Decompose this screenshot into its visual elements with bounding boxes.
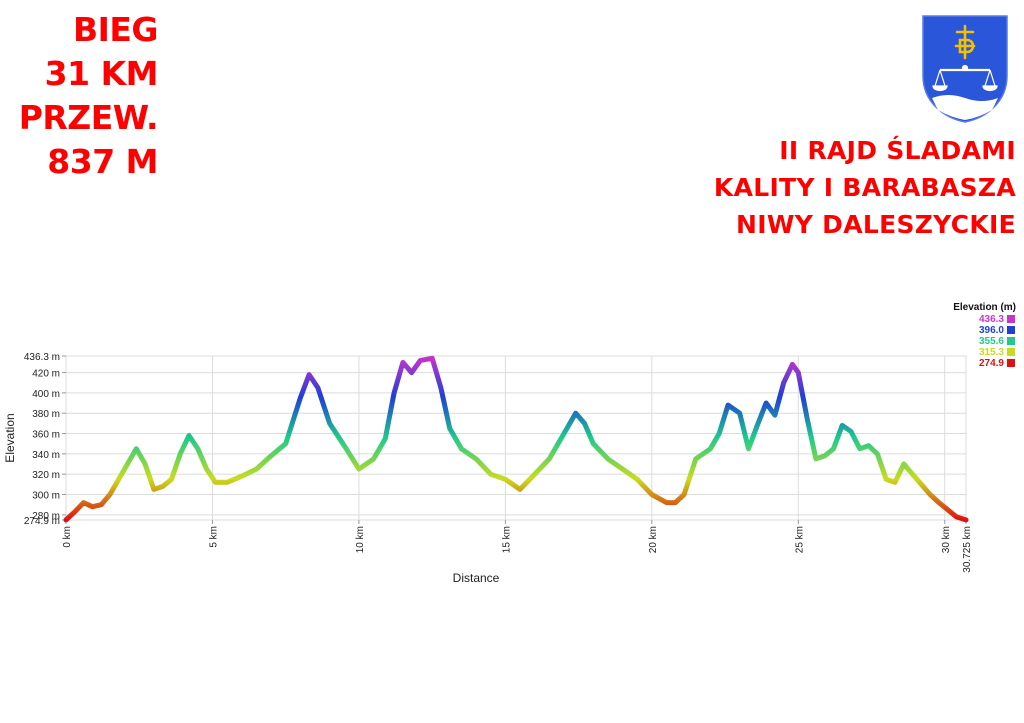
y-tick-label: 420 m (32, 369, 60, 380)
event-title-line-1: II RAJD ŚLADAMI (779, 136, 1016, 165)
legend-swatch (1007, 326, 1015, 334)
y-tick-label: 320 m (32, 470, 60, 481)
run-distance: 31 KM (44, 54, 159, 93)
legend-entry-label: 315.3 (979, 347, 1004, 358)
y-tick-label: 380 m (32, 409, 60, 420)
y-tick-label: 274.9 m (24, 516, 60, 527)
run-elevation-label: PRZEW. (18, 98, 159, 137)
legend-entry-label: 396.0 (979, 325, 1004, 336)
x-tick-label: 15 km (501, 526, 512, 553)
legend-swatch (1007, 348, 1015, 356)
y-tick-label: 400 m (32, 389, 60, 400)
y-tick-label: 340 m (32, 450, 60, 461)
y-tick-label: 280 m (32, 511, 60, 522)
y-tick-label: 436.3 m (24, 352, 60, 363)
x-tick-label: 30 km (941, 526, 952, 553)
event-title-line-2: KALITY I BARABASZA (713, 173, 1016, 202)
x-tick-label: 25 km (794, 526, 805, 553)
chart-grid (65, 355, 967, 521)
x-tick-label: 10 km (355, 526, 366, 553)
chart-axes (62, 355, 967, 524)
x-tick-label: 20 km (648, 526, 659, 553)
coat-of-arms-icon (920, 14, 1010, 124)
y-tick-label: 360 m (32, 430, 60, 441)
legend-entry-label: 274.9 (979, 358, 1004, 369)
run-label: BIEG (72, 10, 159, 49)
legend-swatch (1007, 315, 1015, 323)
legend-entry-label: 436.3 (979, 314, 1004, 325)
chart-series (63, 355, 969, 523)
elevation-profile-line (63, 355, 969, 523)
event-title: II RAJD ŚLADAMI KALITY I BARABASZA NIWY … (714, 132, 1016, 243)
plot-area (65, 355, 967, 521)
x-tick-label: 30.725 km (962, 526, 973, 573)
x-tick-label: 5 km (208, 526, 219, 548)
legend-swatch (1007, 337, 1015, 345)
legend-entry-label: 355.6 (979, 336, 1004, 347)
run-elevation-value: 837 M (47, 142, 158, 181)
y-tick-label: 300 m (32, 490, 60, 501)
legend-swatch (1007, 359, 1015, 367)
event-title-line-3: NIWY DALESZYCKIE (736, 210, 1016, 239)
run-summary: BIEG 31 KM PRZEW. 837 M (8, 8, 159, 184)
x-axis-title: Distance (453, 571, 500, 585)
y-axis-title: Elevation (3, 413, 17, 462)
x-tick-label: 0 km (62, 526, 73, 548)
legend-title: Elevation (m) (953, 302, 1016, 313)
